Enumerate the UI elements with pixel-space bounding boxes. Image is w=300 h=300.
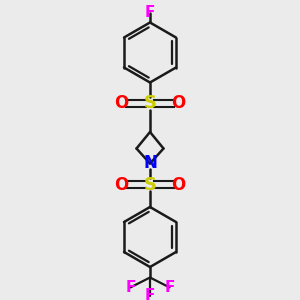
Text: O: O xyxy=(114,94,129,112)
Text: S: S xyxy=(143,176,157,194)
Text: O: O xyxy=(114,176,129,194)
Text: O: O xyxy=(171,94,186,112)
Text: O: O xyxy=(171,176,186,194)
Text: F: F xyxy=(164,280,175,295)
Text: N: N xyxy=(143,154,157,172)
Text: F: F xyxy=(145,288,155,300)
Text: F: F xyxy=(145,5,155,20)
Text: F: F xyxy=(125,280,136,295)
Text: S: S xyxy=(143,94,157,112)
